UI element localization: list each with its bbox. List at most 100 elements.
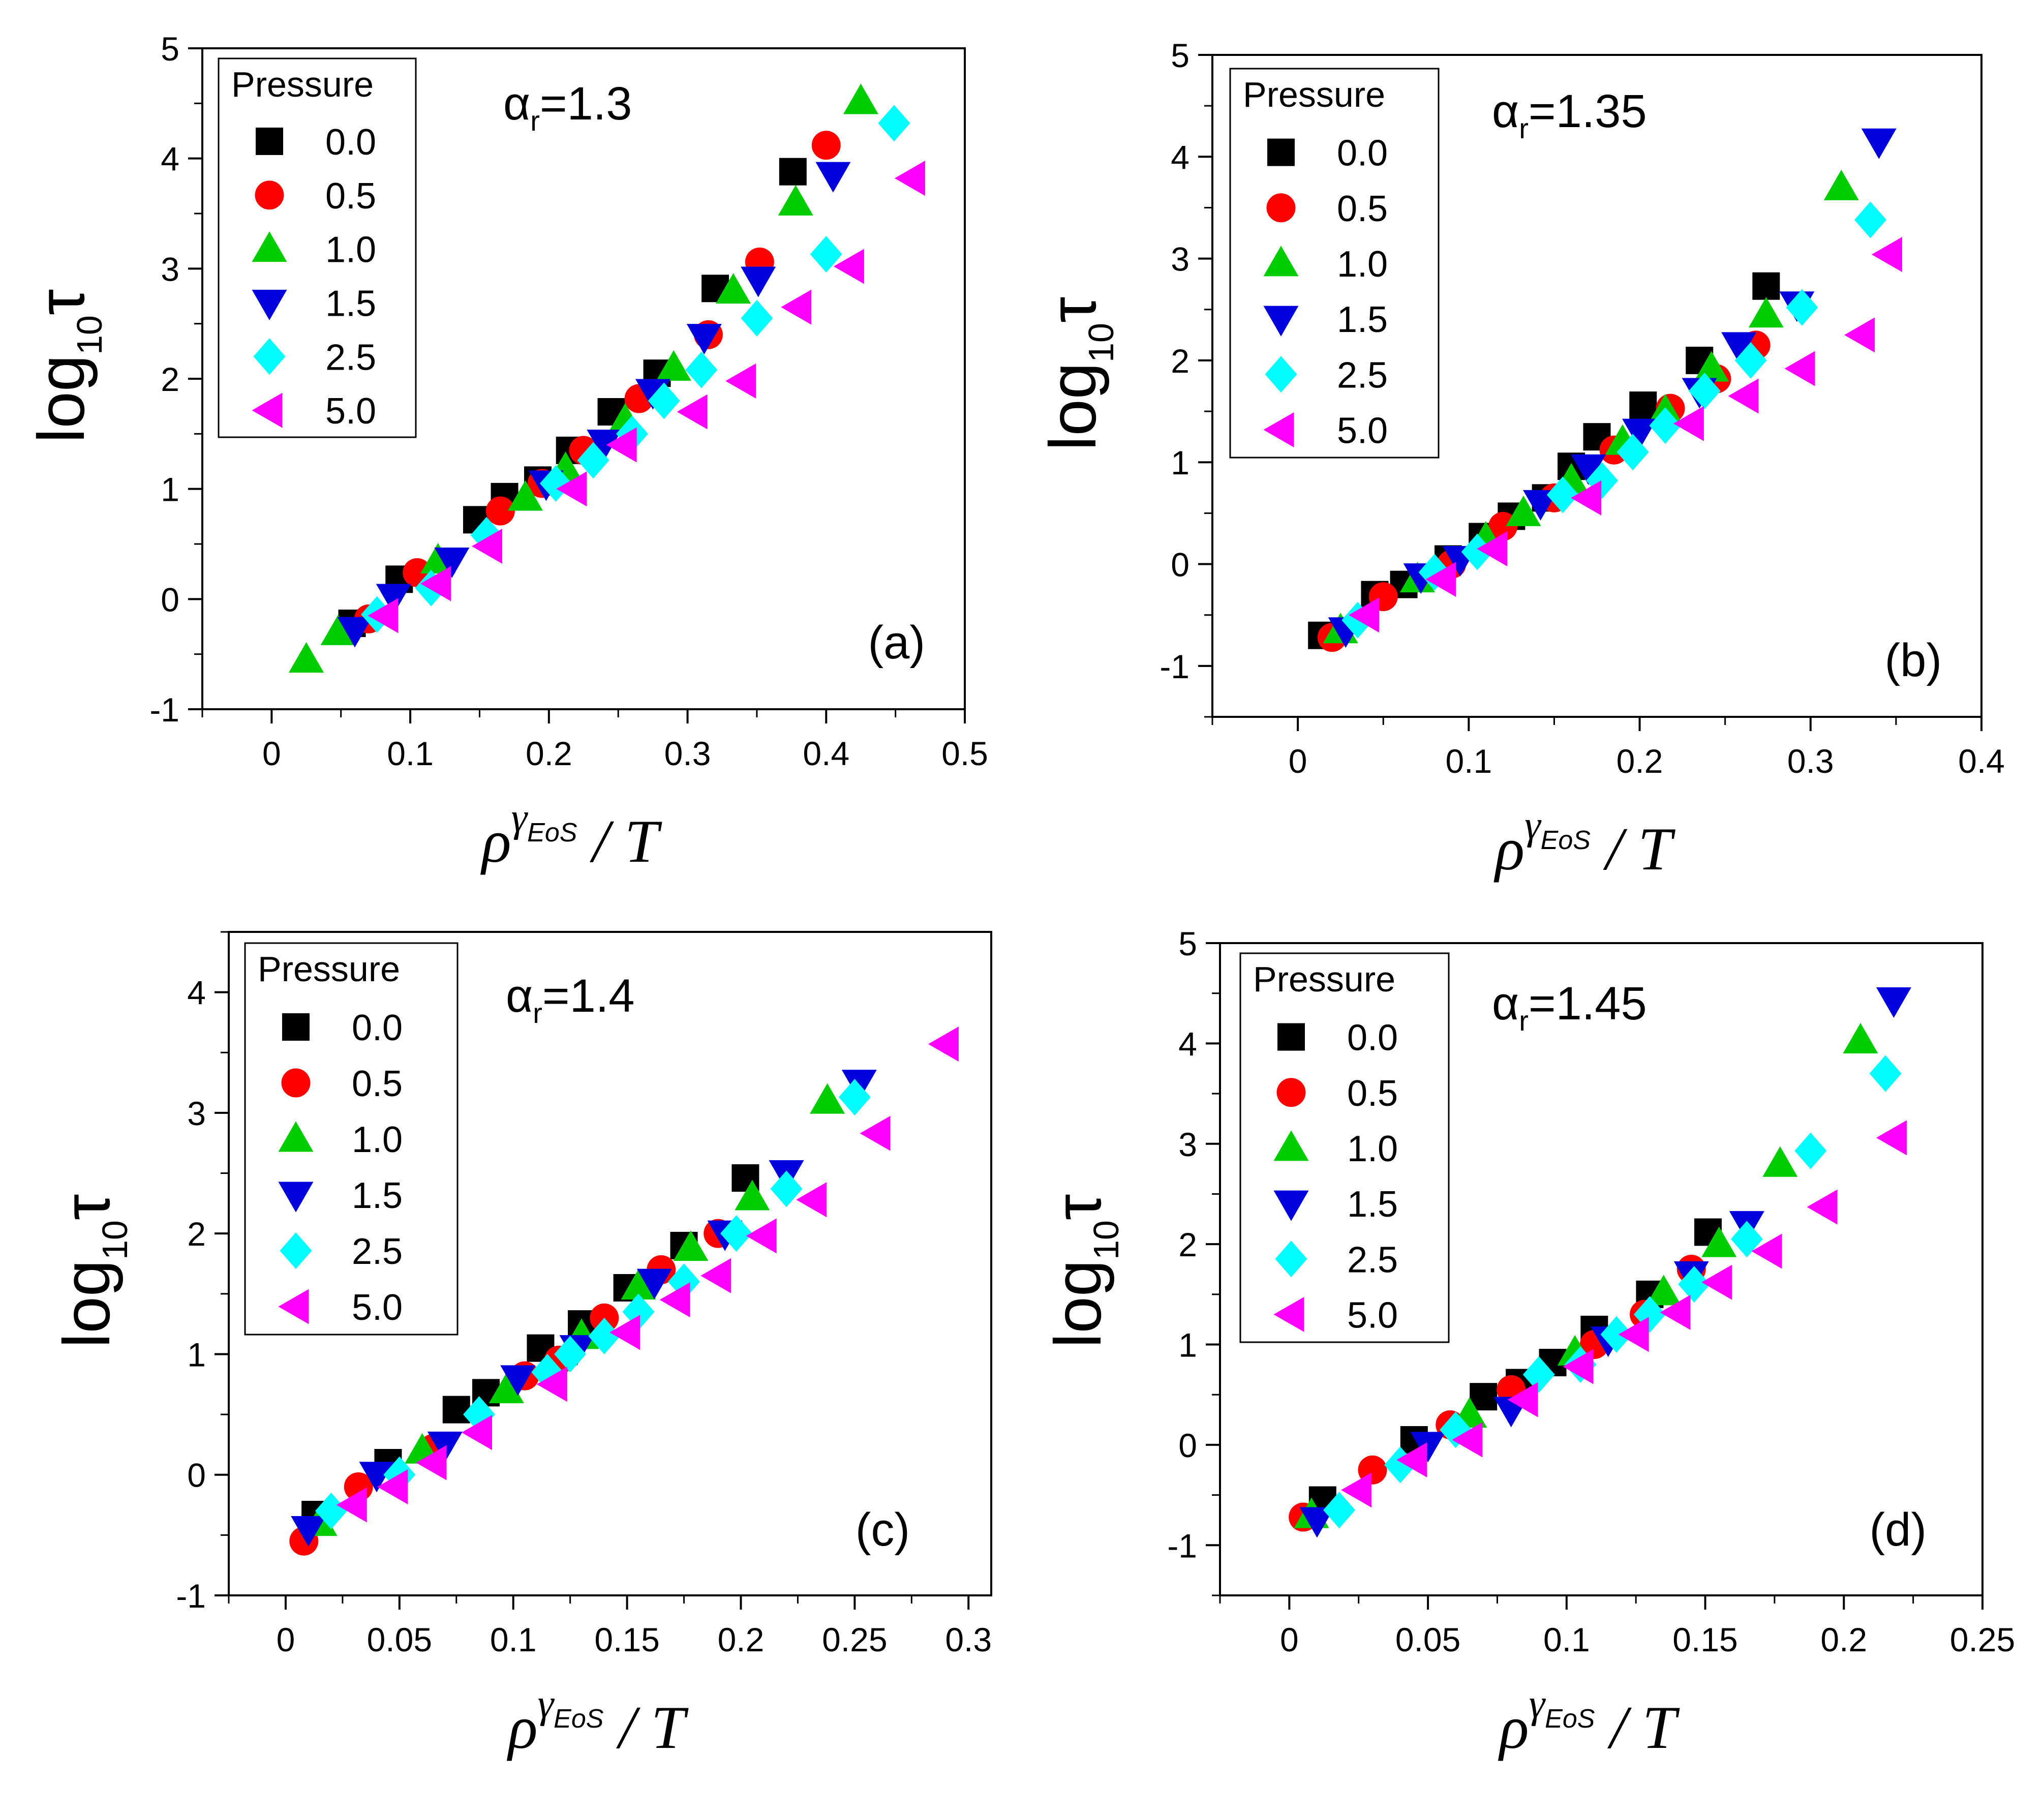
x-axis-label-rho: ρ xyxy=(1493,815,1525,883)
legend-marker xyxy=(256,127,283,155)
series-2-5 xyxy=(1341,201,1886,639)
data-point xyxy=(554,1336,587,1373)
alpha-annotation: αr=1.45 xyxy=(1492,978,1647,1037)
legend-label: 5.0 xyxy=(1347,1295,1398,1336)
data-point xyxy=(685,351,718,388)
legend-label: 1.5 xyxy=(1337,299,1388,340)
y-axis-label-tau: τ xyxy=(49,1194,124,1220)
series-5-0 xyxy=(368,161,925,633)
x-axis-label-rho: ρ xyxy=(1498,1694,1529,1761)
data-point xyxy=(587,430,622,461)
y-tick-label: 2 xyxy=(187,1215,206,1253)
y-axis-label-log: log xyxy=(49,1260,124,1348)
data-point xyxy=(315,1492,347,1529)
legend-box xyxy=(218,57,417,438)
legend-marker xyxy=(252,231,287,262)
legend-title: Pressure xyxy=(1253,959,1395,999)
y-tick-label: 3 xyxy=(1178,1126,1197,1163)
data-point xyxy=(1506,495,1541,526)
x-axis-label-rho: ρ xyxy=(480,807,511,875)
legend-marker xyxy=(278,1121,314,1152)
data-point xyxy=(377,1469,408,1504)
x-axis-label-eos: EoS xyxy=(1541,826,1591,855)
y-axis-label-sub: 10 xyxy=(1086,1220,1126,1260)
legend-label: 1.0 xyxy=(1347,1129,1398,1169)
y-tick-label: 4 xyxy=(1171,138,1189,176)
x-axis-label-gamma: γ xyxy=(1524,803,1542,848)
panel-a: 0 0.1 0.2 0.3 0.4 0.5 -1 0 1 2 3 4 5 ργEoS / T log10τ P… xyxy=(24,30,988,875)
data-point xyxy=(609,1315,640,1350)
y-tick-label: 0 xyxy=(161,581,179,618)
panel-c: 0 0.05 0.1 0.15 0.2 0.25 0.3 -1 0 1 2 3 4 ργEoS / T lo… xyxy=(49,931,992,1761)
y-tick-label: -1 xyxy=(149,691,179,729)
panel-tag: (c) xyxy=(856,1504,910,1556)
data-point xyxy=(1629,391,1657,419)
legend-title: Pressure xyxy=(258,949,400,989)
y-tick-label: -1 xyxy=(1160,648,1189,685)
data-point xyxy=(673,1230,709,1261)
y-tick-label: 3 xyxy=(187,1095,206,1132)
x-tick-label: 0.1 xyxy=(1543,1621,1590,1658)
data-point xyxy=(376,584,411,615)
data-point xyxy=(1616,434,1649,471)
legend-label: 0.5 xyxy=(1347,1073,1398,1114)
legend-box xyxy=(1239,952,1450,1343)
data-point xyxy=(659,1282,690,1318)
data-point xyxy=(1660,1294,1691,1330)
data-point xyxy=(1728,378,1759,414)
data-point xyxy=(810,236,842,273)
data-point xyxy=(1688,373,1721,410)
legend-marker xyxy=(1273,1130,1309,1161)
data-point xyxy=(462,1415,493,1450)
data-point xyxy=(1522,1356,1555,1393)
data-point xyxy=(741,299,773,337)
x-tick-label: 0.4 xyxy=(1958,742,2005,780)
data-point xyxy=(1622,418,1658,449)
legend-marker xyxy=(1266,193,1296,223)
data-point xyxy=(1823,169,1859,200)
legend-marker xyxy=(1263,412,1294,447)
data-point xyxy=(1861,128,1897,159)
data-point xyxy=(636,1268,672,1299)
legend-label: 0.0 xyxy=(1347,1018,1398,1059)
y-tick-label: 3 xyxy=(161,250,179,288)
y-axis-label: log10τ xyxy=(49,1194,135,1348)
alpha-subscript: r xyxy=(533,997,542,1029)
data-point xyxy=(770,1170,803,1207)
data-point xyxy=(1784,351,1815,386)
x-tick-label: 0.2 xyxy=(526,735,572,772)
alpha-subscript: r xyxy=(1519,112,1529,144)
data-point xyxy=(860,1115,891,1151)
x-tick-label: 0.1 xyxy=(387,735,434,772)
data-point xyxy=(1673,406,1704,441)
panel-tag: (b) xyxy=(1885,634,1942,686)
alpha-value: =1.35 xyxy=(1529,85,1647,137)
legend-marker xyxy=(281,1068,311,1098)
data-point xyxy=(843,83,878,114)
x-axis-label-rest: / T xyxy=(1595,1694,1680,1761)
y-axis-label-log: log xyxy=(1035,362,1110,450)
y-axis-label-tau: τ xyxy=(1041,1194,1115,1220)
data-point xyxy=(1751,1233,1782,1269)
y-tick-label: 2 xyxy=(1178,1226,1197,1263)
data-point xyxy=(289,642,324,673)
x-tick-label: 0.1 xyxy=(490,1621,537,1658)
data-point xyxy=(796,1182,827,1218)
legend: Pressure 0.0 0.5 1.0 1.5 2.5 5.0 xyxy=(218,57,417,438)
series-5-0 xyxy=(1349,237,1902,633)
data-point xyxy=(1876,987,1911,1018)
plot-frame xyxy=(1211,54,1982,718)
x-tick-label: 0.4 xyxy=(803,735,849,772)
data-point xyxy=(336,1487,367,1523)
legend-marker xyxy=(1263,306,1299,337)
data-point xyxy=(815,162,851,193)
x-tick-label: 0.05 xyxy=(1395,1621,1460,1658)
legend-marker xyxy=(1276,1078,1306,1107)
y-tick-label: 5 xyxy=(1178,925,1197,962)
data-point xyxy=(746,1218,777,1254)
data-point xyxy=(716,273,751,304)
x-axis-label-gamma: γ xyxy=(538,1682,555,1727)
legend-marker xyxy=(252,289,287,320)
data-point xyxy=(686,324,722,355)
